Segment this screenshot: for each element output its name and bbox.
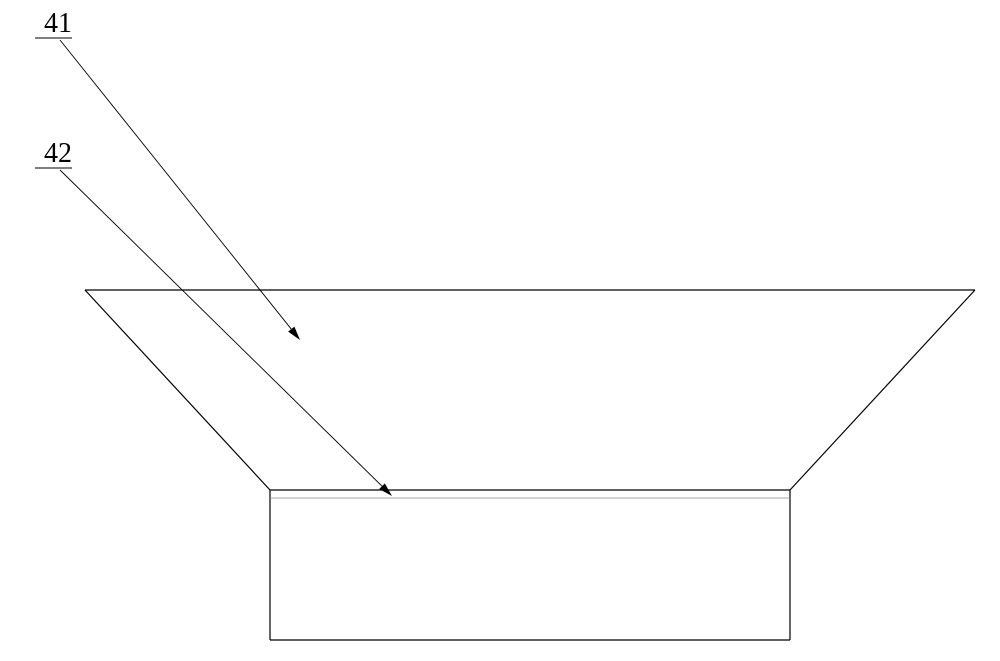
svg-text:41: 41 — [44, 8, 72, 39]
svg-text:42: 42 — [44, 138, 72, 169]
diagram-canvas: 41 42 — [0, 0, 1000, 661]
